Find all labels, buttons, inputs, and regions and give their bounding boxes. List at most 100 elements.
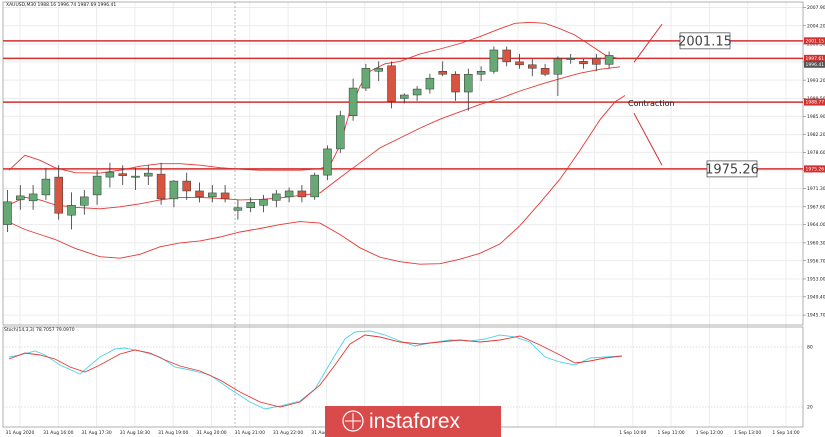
candle <box>310 172 319 200</box>
stochastic-signal-line <box>8 334 623 408</box>
candle-body <box>374 68 383 72</box>
y-tick-label: 1956.70 <box>807 258 825 264</box>
projection-down-arrow <box>633 113 663 166</box>
x-tick-label: 31 Aug 16:00 <box>43 430 73 436</box>
candle-body <box>412 88 422 96</box>
bollinger-lower-band <box>8 95 626 265</box>
candle-body <box>400 94 409 99</box>
candle-body <box>348 87 358 117</box>
candle <box>284 187 294 203</box>
contraction-label: Contraction <box>628 99 675 108</box>
candle-body <box>169 180 179 200</box>
level-price-tag <box>804 54 825 62</box>
candle <box>169 180 179 208</box>
candle <box>451 71 460 101</box>
candle <box>374 61 383 82</box>
candle <box>80 189 89 215</box>
candle-body <box>67 205 76 216</box>
candle-body <box>80 196 89 206</box>
candle-body <box>54 176 63 214</box>
candle <box>233 199 243 220</box>
level-price-tag <box>804 37 825 45</box>
candle-body <box>323 148 332 176</box>
candle-body <box>540 68 550 75</box>
candle-body <box>425 77 435 90</box>
main-panel-frame <box>2 1 804 326</box>
level-price-tag <box>804 165 825 173</box>
candle-body <box>144 172 153 177</box>
level-price-tag-text: 1997.61 <box>806 56 825 62</box>
x-tick-label: 31 Aug 21:00 <box>235 430 265 436</box>
candle-body <box>438 70 447 75</box>
candle <box>54 165 63 220</box>
candle <box>566 53 575 64</box>
candle <box>400 93 409 104</box>
candle-body <box>451 73 460 93</box>
candle <box>515 53 524 69</box>
candle <box>28 185 38 210</box>
stochastic-header: Stoch(14,3,3) 78.7057 79.0970 <box>4 327 75 333</box>
x-tick-label: 1 Sep 14:00 <box>772 430 799 436</box>
candle <box>67 192 76 230</box>
watermark-logo-icon <box>342 410 364 432</box>
candle <box>540 63 550 77</box>
target-up-callout-box <box>679 32 731 50</box>
candle-body <box>233 207 243 211</box>
candle <box>387 61 396 109</box>
candle <box>502 46 511 67</box>
watermark-text: instaforex <box>369 410 461 433</box>
candle-body <box>515 61 524 66</box>
candle-body <box>528 64 537 69</box>
stochastic-y-tick-label: 80 <box>807 345 813 351</box>
candle <box>323 145 332 181</box>
x-tick-label: 1 Sep 13:00 <box>734 430 761 436</box>
candle <box>16 185 25 210</box>
candle-body <box>182 180 191 192</box>
candle-body <box>604 55 614 65</box>
candle <box>105 162 115 188</box>
candle-body <box>502 49 511 63</box>
candle <box>592 53 601 72</box>
candle-body <box>464 73 473 93</box>
bollinger-middle-band <box>8 66 621 210</box>
x-tick-label: 1 Sep 10:00 <box>619 430 646 436</box>
stochastic-y-tick-label: 20 <box>807 405 813 411</box>
candle-body <box>16 195 25 201</box>
y-tick-label: 2004.20 <box>807 23 825 29</box>
x-tick-label: 31 Aug 22:00 <box>273 430 303 436</box>
candle <box>220 185 230 203</box>
x-tick-label: 31 Aug 19:00 <box>158 430 188 436</box>
candle-body <box>489 49 499 72</box>
candle <box>259 194 268 213</box>
candle <box>246 197 255 213</box>
candle-body <box>28 193 38 202</box>
projection-up-arrow <box>633 23 663 63</box>
level-price-tag-text: 1988.77 <box>806 100 825 106</box>
candle-body <box>566 58 575 60</box>
y-tick-label: 1949.40 <box>807 294 825 300</box>
x-tick-label: 1 Sep 11:00 <box>658 430 685 436</box>
y-tick-label: 1967.60 <box>807 204 825 210</box>
y-tick-label: 2007.90 <box>807 5 825 11</box>
candle-body <box>156 173 166 200</box>
y-tick-label: 1964.00 <box>807 222 825 228</box>
candle <box>604 51 614 69</box>
candle <box>195 182 204 203</box>
y-tick-label: 2000.50 <box>807 42 825 48</box>
candle <box>412 86 422 101</box>
y-tick-label: 1978.60 <box>807 150 825 156</box>
candle-body <box>361 68 371 89</box>
candle-body <box>336 115 345 150</box>
candle <box>425 73 435 94</box>
candle-body <box>553 58 563 75</box>
y-tick-label: 1982.20 <box>807 132 825 138</box>
candle <box>118 165 127 186</box>
target-up-callout-text: 2001.15 <box>678 34 732 49</box>
y-tick-label: 1993.20 <box>807 78 825 84</box>
last-price-tag <box>804 60 825 68</box>
candle <box>3 189 12 233</box>
candle <box>272 189 281 208</box>
candle <box>553 56 563 96</box>
